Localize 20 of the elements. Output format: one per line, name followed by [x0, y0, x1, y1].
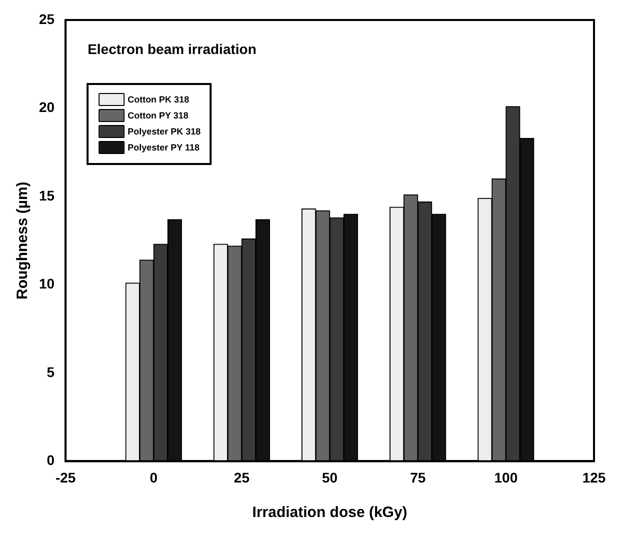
x-tick-label: -25	[55, 469, 76, 486]
x-tick-label: 50	[322, 469, 338, 486]
x-tick-label: 75	[410, 469, 426, 486]
y-tick-label: 5	[46, 364, 55, 380]
x-tick-label: 25	[234, 469, 250, 486]
y-tick-label: 0	[46, 452, 55, 468]
x-tick-label: 0	[150, 469, 158, 486]
legend-label: Polyester PY 118	[128, 142, 200, 152]
x-tick-label: 100	[494, 469, 518, 486]
legend-label: Polyester PK 318	[128, 126, 201, 136]
y-tick-label: 10	[38, 276, 55, 292]
legend-label: Cotton PK 318	[128, 94, 190, 104]
y-tick-label: 15	[38, 187, 55, 204]
legend-label: Cotton PY 318	[128, 110, 188, 120]
x-tick-label: 125	[582, 469, 606, 486]
text: Electron beam irradiation	[88, 40, 256, 57]
x-axis-title: Irradiation dose (kGy)	[252, 504, 408, 522]
y-axis-title: Roughness (µm)	[14, 182, 32, 300]
y-tick-label: 25	[38, 10, 55, 27]
y-tick-label: 20	[38, 99, 55, 116]
